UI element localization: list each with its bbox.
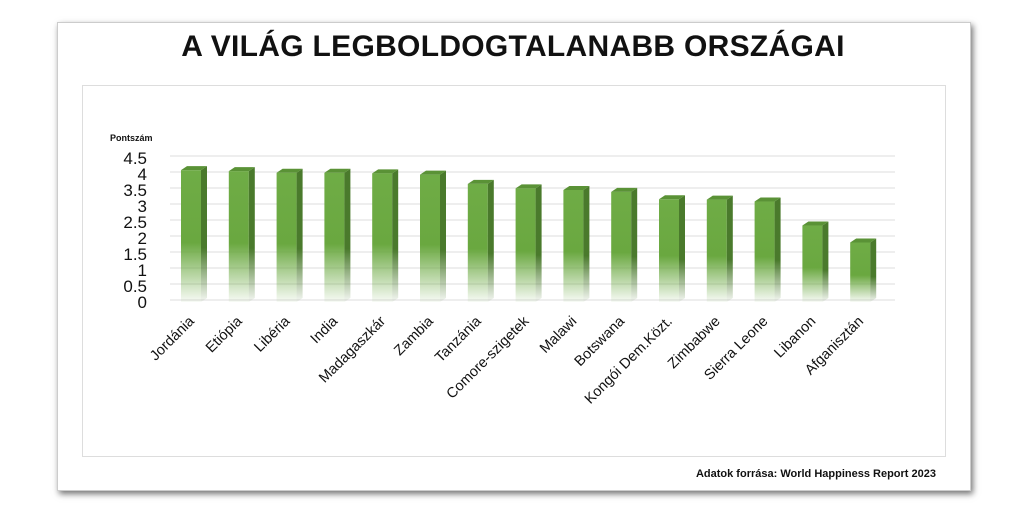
bar-side xyxy=(870,238,877,302)
bar-front xyxy=(420,174,440,302)
bar xyxy=(181,166,207,302)
y-tick-label: 1.5 xyxy=(123,245,147,264)
bar-top xyxy=(802,221,829,226)
bar xyxy=(228,167,255,302)
y-tick-label: 0.5 xyxy=(123,277,147,296)
bar-side xyxy=(487,179,494,302)
x-tick-label: Libéria xyxy=(251,313,294,356)
bar-top xyxy=(659,195,685,200)
y-axis-label: Pontszám xyxy=(110,133,153,143)
bar-side xyxy=(248,167,255,302)
plot-area xyxy=(82,85,946,457)
x-tick-label: Comore-szigetek xyxy=(444,313,533,402)
bar-front xyxy=(324,172,345,302)
bar-front xyxy=(372,173,393,302)
chart-title: A VILÁG LEGBOLDOGTALANABB ORSZÁGAI xyxy=(181,30,845,63)
y-tick-label: 4.5 xyxy=(123,149,147,168)
bar xyxy=(563,186,590,302)
bar-side xyxy=(440,170,446,302)
bar xyxy=(420,170,446,302)
bar-front xyxy=(276,172,297,302)
x-tick-label: Jordánia xyxy=(147,313,198,364)
bar-side xyxy=(201,166,207,302)
y-tick-label: 2.5 xyxy=(123,213,147,232)
bar-side xyxy=(392,169,399,302)
y-tick-label: 3 xyxy=(138,197,147,216)
y-tick-label: 3.5 xyxy=(123,181,147,200)
bar-side xyxy=(583,186,590,302)
bar-side xyxy=(535,184,542,302)
x-tick-label: India xyxy=(308,313,342,347)
bar xyxy=(276,168,303,302)
bar-front xyxy=(228,171,249,302)
bar xyxy=(324,168,351,302)
bar xyxy=(754,197,781,302)
bar xyxy=(706,195,733,302)
bar-top xyxy=(228,167,255,172)
x-tick-label: Libanon xyxy=(771,314,819,362)
bar xyxy=(467,179,494,302)
bar-front xyxy=(563,190,584,302)
bar-front xyxy=(802,225,823,302)
bar-front xyxy=(181,170,201,302)
bar xyxy=(372,169,399,302)
x-tick-label: Etiópia xyxy=(203,313,246,356)
bar-front xyxy=(850,242,871,302)
bar-top xyxy=(467,179,494,184)
bar-top xyxy=(372,169,399,174)
bar-side xyxy=(296,168,303,302)
bar-side xyxy=(631,187,638,302)
bar-side xyxy=(726,195,733,302)
bar xyxy=(515,184,542,302)
bar-top xyxy=(420,170,446,175)
bar-top xyxy=(276,168,303,173)
bar-front xyxy=(706,199,727,302)
x-tick-label: Zambia xyxy=(391,313,437,359)
bar-front xyxy=(467,183,488,302)
y-tick-label: 2 xyxy=(138,229,147,248)
bar xyxy=(659,195,685,302)
bar-side xyxy=(774,197,781,302)
bar-front xyxy=(515,188,536,302)
bar xyxy=(850,238,877,302)
bar-side xyxy=(679,195,685,302)
bar-top xyxy=(563,186,590,190)
bar xyxy=(802,221,829,302)
bar-top xyxy=(754,197,781,202)
bar-top xyxy=(850,238,877,243)
bar-top xyxy=(611,187,638,192)
bar-front xyxy=(659,199,679,302)
bar xyxy=(611,187,638,302)
bar-top xyxy=(324,168,351,173)
y-tick-label: 1 xyxy=(138,261,147,280)
bar-top xyxy=(515,184,542,189)
bar-side xyxy=(344,168,351,302)
bar-top xyxy=(181,166,207,171)
bar-front xyxy=(754,201,775,302)
y-tick-label: 4 xyxy=(138,165,147,184)
bar-front xyxy=(611,191,632,302)
y-tick-label: 0 xyxy=(138,293,147,312)
bar-side xyxy=(822,221,829,302)
bar-top xyxy=(706,195,733,200)
source-note: Adatok forrása: World Happiness Report 2… xyxy=(695,468,936,480)
x-tick-label: Malawi xyxy=(537,314,580,357)
x-tick-label: Kongói Dem.Közt. xyxy=(582,314,676,408)
